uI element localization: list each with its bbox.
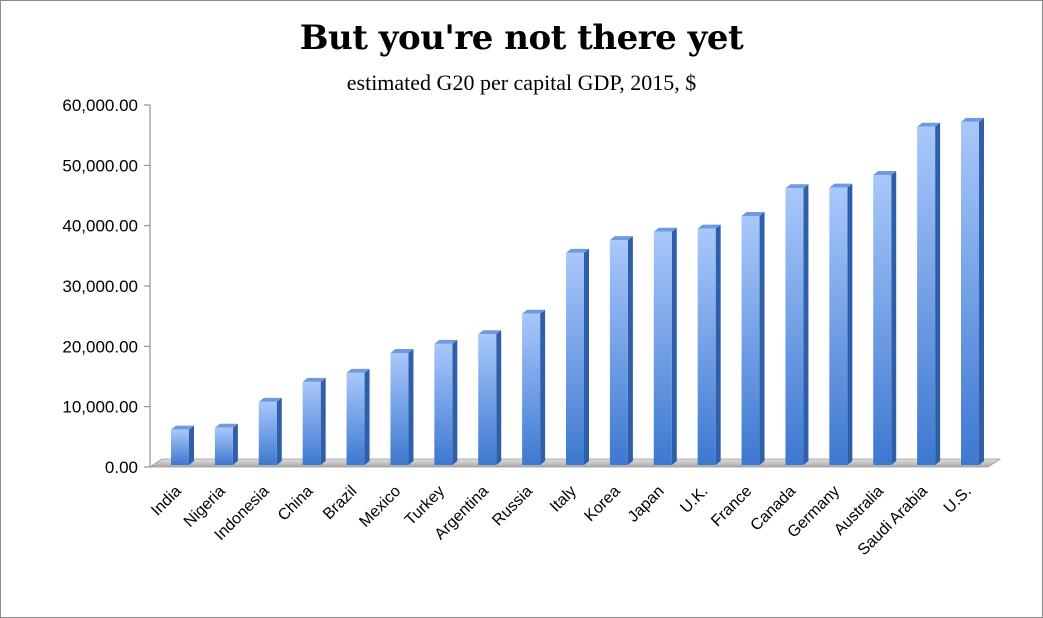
bar-side — [803, 184, 809, 465]
bar-side — [715, 224, 721, 465]
bar-group — [873, 170, 897, 465]
bar-group — [741, 212, 765, 465]
bar-side — [671, 227, 677, 465]
bar — [258, 401, 277, 465]
bar-top — [873, 170, 897, 175]
bar — [697, 228, 716, 465]
bar-group — [214, 423, 238, 465]
bar-side — [276, 397, 282, 465]
bar — [829, 187, 848, 465]
x-tick-label: U.K. — [677, 483, 711, 517]
bar-top — [434, 339, 458, 344]
bar-group — [390, 348, 414, 465]
x-tick-label: Italy — [547, 483, 580, 516]
bar — [741, 216, 760, 465]
y-tick-label: 40,000.00 — [62, 217, 138, 236]
bar-top — [653, 227, 677, 232]
y-tick-label: 30,000.00 — [62, 277, 138, 296]
bar-side — [584, 248, 589, 465]
x-tick-label: Mexico — [356, 483, 404, 531]
bar-side — [759, 212, 765, 465]
bar-group — [609, 236, 633, 465]
bar-side — [408, 348, 414, 465]
bar — [302, 381, 321, 465]
bar — [917, 126, 936, 465]
bar — [214, 427, 233, 465]
bar-group — [258, 397, 282, 465]
y-tick-label: 60,000.00 — [62, 96, 138, 115]
bar-side — [232, 423, 238, 465]
x-tick-label: Japan — [625, 483, 668, 526]
bar-side — [496, 330, 502, 465]
bar-side — [540, 309, 546, 465]
bar-group — [171, 425, 194, 465]
bar-top — [609, 236, 633, 241]
bar — [346, 372, 365, 465]
bar-side — [891, 170, 897, 465]
bar-side — [979, 117, 984, 465]
bar — [478, 334, 497, 465]
bar — [522, 313, 541, 465]
bar — [434, 343, 453, 465]
bar-side — [452, 339, 458, 465]
bar-top — [566, 248, 589, 253]
bar-top — [522, 309, 546, 314]
bar-top — [961, 117, 984, 122]
bar-group — [829, 183, 853, 465]
bar-top — [346, 368, 370, 373]
y-tick-label: 20,000.00 — [62, 337, 138, 356]
y-tick-label: 0.00 — [105, 458, 138, 477]
bar-group — [346, 368, 370, 465]
bar-side — [364, 368, 370, 465]
bar-group — [478, 330, 502, 465]
bar-side — [189, 425, 194, 465]
bar-top — [741, 212, 765, 217]
bar-top — [478, 330, 502, 335]
bar-side — [320, 377, 326, 465]
bar-group — [961, 117, 984, 465]
bar-top — [390, 348, 414, 353]
bar-top — [829, 183, 853, 188]
x-tick-label: U.S. — [941, 483, 975, 517]
bar-group — [917, 122, 941, 465]
bar-group — [653, 227, 677, 465]
axis-layer — [144, 104, 151, 468]
bar-top — [171, 425, 194, 430]
bar — [785, 188, 804, 465]
x-tick-label: India — [148, 483, 185, 520]
bar-group — [434, 339, 458, 465]
bar — [873, 174, 892, 465]
chart-subtitle: estimated G20 per capital GDP, 2015, $ — [346, 70, 697, 95]
bar-group — [785, 184, 809, 465]
bar-top — [214, 423, 238, 428]
y-tick-label: 10,000.00 — [62, 398, 138, 417]
x-tick-label: China — [275, 483, 317, 525]
bar — [566, 252, 584, 465]
bar-top — [302, 377, 326, 382]
bar-group — [697, 224, 721, 465]
bar-top — [785, 184, 809, 189]
bar — [390, 352, 409, 465]
bar — [609, 240, 628, 465]
bar-top — [697, 224, 721, 229]
bar-side — [847, 183, 853, 465]
chart-title: But you're not there yet — [299, 18, 744, 58]
bar-side — [935, 122, 941, 465]
x-tick-label: Russia — [489, 483, 536, 530]
bar — [961, 121, 979, 465]
bar-side — [627, 236, 633, 465]
bar — [653, 231, 672, 465]
bar-top — [917, 122, 941, 127]
bar-group — [302, 377, 326, 465]
bar-group — [522, 309, 546, 465]
x-tick-label: Korea — [582, 483, 624, 525]
x-tick-label: Brazil — [320, 483, 360, 523]
bar-group — [566, 248, 589, 465]
bar-top — [258, 397, 282, 402]
bar-layer — [171, 117, 984, 465]
y-tick-label: 50,000.00 — [62, 156, 138, 175]
bar — [171, 429, 189, 465]
